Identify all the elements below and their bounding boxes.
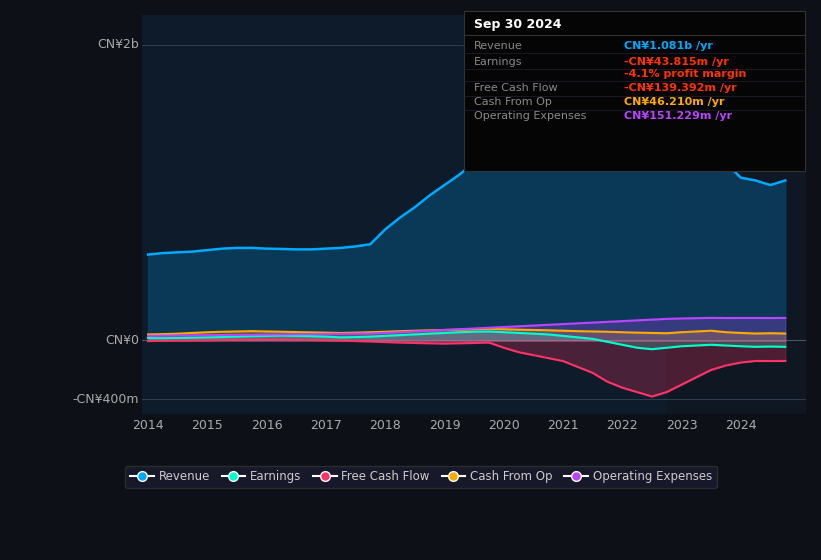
Text: -CN¥139.392m /yr: -CN¥139.392m /yr	[624, 83, 736, 94]
Bar	[667, 15, 806, 414]
Text: -CN¥400m: -CN¥400m	[72, 393, 139, 406]
Text: CN¥0: CN¥0	[105, 334, 139, 347]
Text: Operating Expenses: Operating Expenses	[474, 111, 586, 122]
Legend: Revenue, Earnings, Free Cash Flow, Cash From Op, Operating Expenses: Revenue, Earnings, Free Cash Flow, Cash …	[126, 466, 717, 488]
Text: CN¥1.081b /yr: CN¥1.081b /yr	[624, 41, 713, 51]
Text: Sep 30 2024: Sep 30 2024	[474, 18, 562, 31]
Text: CN¥46.210m /yr: CN¥46.210m /yr	[624, 97, 724, 108]
Text: Cash From Op: Cash From Op	[474, 97, 552, 108]
Text: Earnings: Earnings	[474, 57, 522, 67]
Text: CN¥151.229m /yr: CN¥151.229m /yr	[624, 111, 732, 122]
Text: Free Cash Flow: Free Cash Flow	[474, 83, 557, 94]
Text: CN¥2b: CN¥2b	[97, 38, 139, 51]
Text: Revenue: Revenue	[474, 41, 522, 51]
Text: -CN¥43.815m /yr: -CN¥43.815m /yr	[624, 57, 729, 67]
Text: -4.1% profit margin: -4.1% profit margin	[624, 69, 746, 79]
